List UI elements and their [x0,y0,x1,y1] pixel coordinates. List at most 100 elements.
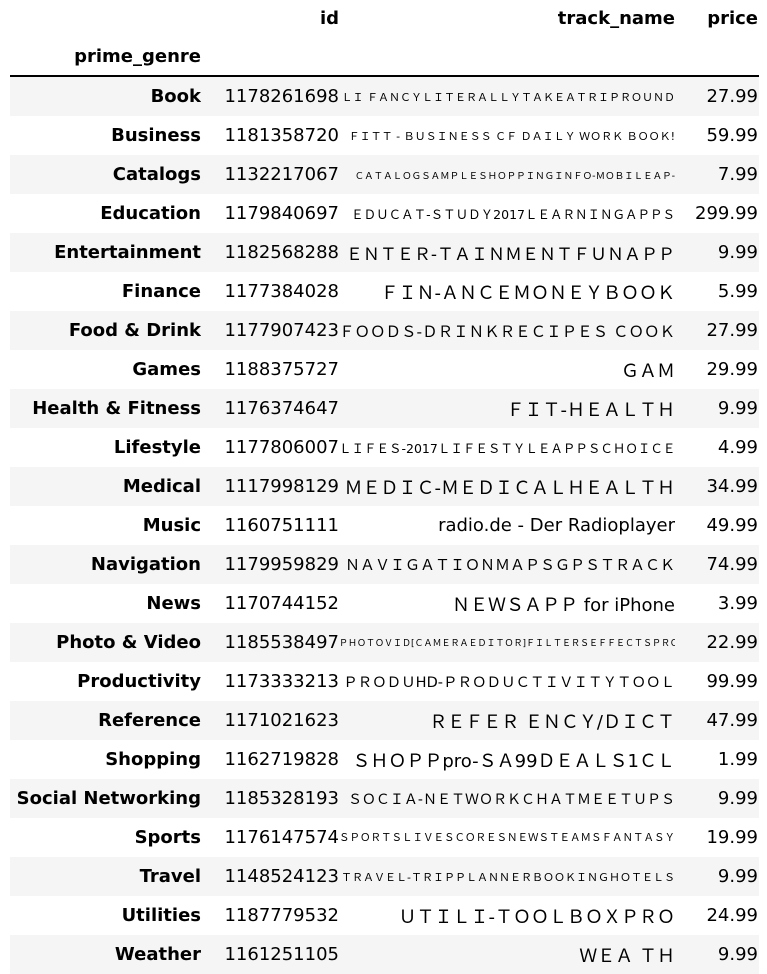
row-price: 9.99 [717,866,758,887]
table-row: Shopping 1162719828 ＳＨＯＰＰpro-ＳＡ99ＤＥＡＬＳ1ＣＬ 1… [10,740,759,779]
table-row: Photo & Video 1185538497 ＰＨＯＴＯＶＩＤ[ＣＡＭＥＲＡＥＤ… [10,623,759,662]
row-track-name: ＷＥＡ ＴＨ [579,945,675,967]
row-price: 34.99 [706,476,758,497]
table-row: News 1170744152 ＮＥＷＳＡＰＰ for iPhone 3.99 [10,584,759,623]
row-genre: Book [150,86,201,107]
row-track-name: ＰＨＯＴＯＶＩＤ[ＣＡＭＥＲＡＥＤＩＴＯＲ]ＦＩＬＴＥＲＳＥＦＦＥＣＴＳＰＲＯ [339,639,675,649]
row-id: 1177907423 [224,320,339,341]
table-row: Business 1181358720 ＦＩＴＴ - ＢＵＳＩＮＥＳＳ ＣＦ ＤＡＩ… [10,116,759,155]
row-genre: Reference [98,710,201,731]
row-track-name: ＮＡＶＩＧＡＴＩＯＮＭＡＰＳＧＰＳＴＲＡＣＫ [344,556,675,574]
row-price: 9.99 [717,398,758,419]
row-genre: News [146,593,201,614]
row-id: 1161251105 [224,944,339,965]
row-track-name: ＵＴＩＬＩ-ＴＯＯＬＢＯＸＰＲＯ [398,906,676,928]
row-price: 299.99 [695,203,758,224]
table-row: Lifestyle 1177806007 ＬＩＦＥＳ-2017ＬＩＦＥＳＴＹＬＥＡＰ… [10,428,759,467]
row-track-name: ＧＡＭ [621,360,675,382]
row-id: 1173333213 [224,671,339,692]
row-id: 1162719828 [224,749,339,770]
index-name-header: prime_genre [74,45,201,67]
row-price: 27.99 [706,320,758,341]
row-genre: Education [100,203,201,224]
table-row: Navigation 1179959829 ＮＡＶＩＧＡＴＩＯＮＭＡＰＳＧＰＳＴＲＡ… [10,545,759,584]
row-price: 24.99 [706,905,758,926]
row-genre: Food & Drink [68,320,201,341]
row-genre: Shopping [105,749,201,770]
row-genre: Finance [121,281,201,302]
row-price: 22.99 [706,632,758,653]
index-header-row: prime_genre [10,37,759,77]
column-header-row: id track_name price [10,0,759,37]
row-track-name: ＦＯＯＤＳ-ＤＲＩＮＫＲＥＣＩＰＥＳ ＣＯＯＫ [339,322,675,341]
row-genre: Business [111,125,201,146]
row-id: 1179959829 [224,554,339,575]
row-genre: Photo & Video [56,632,201,653]
table-row: Reference 1171021623 ＲＥＦＥＲ ＥＮＣＹ/ＤＩＣＴ 47.99 [10,701,759,740]
row-price: 27.99 [706,86,758,107]
row-price: 29.99 [706,359,758,380]
row-id: 1117998129 [224,476,339,497]
row-track-name: ＳＨＯＰＰpro-ＳＡ99ＤＥＡＬＳ1ＣＬ [352,750,675,772]
row-genre: Utilities [121,905,201,926]
row-id: 1188375727 [224,359,339,380]
row-price: 74.99 [706,554,758,575]
row-genre: Travel [139,866,201,887]
table-row: Health & Fitness 1176374647 ＦＩＴ-ＨＥＡＬＴＨ 9.99 [10,389,759,428]
row-price: 1.99 [717,749,758,770]
row-genre: Catalogs [112,164,201,185]
row-price: 9.99 [717,242,758,263]
row-price: 47.99 [706,710,758,731]
table-row: Productivity 1173333213 ＰＲＯＤＵHD-ＰＲＯＤＵＣＴＩＶＩ… [10,662,759,701]
row-track-name: ＦＩＮ-ＡＮＣＥＭＯＮＥＹＢＯＯＫ [380,282,676,304]
row-track-name: ＬＩ ＦＡＮＣＹＬＩＴＥＲＡＬＬＹＴＡＫＥＡＴＲＩＰＲＯＵＮＤ [341,90,676,104]
row-id: 1132217067 [224,164,339,185]
row-track-name: ＭＥＤＩＣ-ＭＥＤＩＣＡＬＨＥＡＬＴＨ [344,477,676,499]
row-genre: Lifestyle [113,437,201,458]
row-price: 3.99 [717,593,758,614]
row-track-name: ＮＥＷＳＡＰＰ for iPhone [452,594,675,616]
table-row: Food & Drink 1177907423 ＦＯＯＤＳ-ＤＲＩＮＫＲＥＣＩＰＥＳ… [10,311,759,350]
row-price: 99.99 [706,671,758,692]
table-row: Finance 1177384028 ＦＩＮ-ＡＮＣＥＭＯＮＥＹＢＯＯＫ 5.99 [10,272,759,311]
column-header-price: price [707,8,758,29]
row-track-name: ＥＮＴＥＲ-ＴＡＩＮＭＥＮＴＦＵＮＡＰＰ [345,245,675,265]
row-price: 49.99 [706,515,758,536]
row-track-name: ＳＯＣＩＡ-ＮＥＴＷＯＲＫＣＨＡＴＭＥＥＴＵＰＳ [347,791,675,808]
row-id: 1171021623 [224,710,339,731]
column-header-id: id [319,8,339,29]
table-row: Utilities 1187779532 ＵＴＩＬＩ-ＴＯＯＬＢＯＸＰＲＯ 24.99 [10,896,759,935]
row-track-name: ＦＩＴＴ - ＢＵＳＩＮＥＳＳ ＣＦ ＤＡＩＬＹ ＷＯＲＫ ＢＯＯＫ! [348,129,675,143]
row-price: 7.99 [717,164,758,185]
table-row: Weather 1161251105 ＷＥＡ ＴＨ 9.99 [10,935,759,974]
row-price: 9.99 [717,788,758,809]
row-price: 4.99 [717,437,758,458]
table-row: Catalogs 1132217067 ＣＡＴＡＬＯＧＳＡＭＰＬＥＳＨＯＰＰＩＮＧＩ… [10,155,759,194]
row-id: 1179840697 [224,203,339,224]
table-row: Travel 1148524123 ＴＲＡＶＥＬ-ＴＲＩＰＰＬＡＮＮＥＲＢＯＯＫＩＮ… [10,857,759,896]
row-id: 1178261698 [224,86,339,107]
row-genre: Productivity [77,671,201,692]
table-row: Book 1178261698 ＬＩ ＦＡＮＣＹＬＩＴＥＲＡＬＬＹＴＡＫＥＡＴＲＩＰ… [10,77,759,116]
column-header-track-name: track_name [557,8,675,29]
table-row: Sports 1176147574 ＳＰＯＲＴＳＬＩＶＥＳＣＯＲＥＳＮＥＷＳＴＥＡＭ… [10,818,759,857]
row-id: 1177806007 [224,437,339,458]
row-track-name: ＴＲＡＶＥＬ-ＴＲＩＰＰＬＡＮＮＥＲＢＯＯＫＩＮＧＨＯＴＥＬＳ [341,870,675,884]
row-genre: Navigation [90,554,201,575]
row-genre: Medical [122,476,201,497]
row-genre: Entertainment [54,242,201,263]
row-id: 1177384028 [224,281,339,302]
row-id: 1176374647 [224,398,339,419]
row-track-name: ＬＩＦＥＳ-2017ＬＩＦＥＳＴＹＬＥＡＰＰＳＣＨＯＩＣＥ [339,441,675,456]
row-track-name: ＣＡＴＡＬＯＧＳＡＭＰＬＥＳＨＯＰＰＩＮＧＩＮＦＯ-ＭＯＢＩＬＥＡＰ- [354,170,675,182]
dataframe-table: id track_name price prime_genre Book 1178… [10,0,759,974]
row-track-name: radio.de - Der Radioplayer [438,515,675,536]
table-row: Education 1179840697 ＥＤＵＣＡＴ-ＳＴＵＤＹ2017ＬＥＡＲＮ… [10,194,759,233]
table-row: Medical 1117998129 ＭＥＤＩＣ-ＭＥＤＩＣＡＬＨＥＡＬＴＨ 34.9… [10,467,759,506]
row-track-name: ＰＲＯＤＵHD-ＰＲＯＤＵＣＴＩＶＩＴＹＴＯＯＬ [343,675,675,691]
row-track-name: ＥＤＵＣＡＴ-ＳＴＵＤＹ2017ＬＥＡＲＮＩＮＧＡＰＰＳ [351,207,675,222]
row-genre: Social Networking [16,788,201,809]
row-id: 1185538497 [224,632,339,653]
row-track-name: ＳＰＯＲＴＳＬＩＶＥＳＣＯＲＥＳＮＥＷＳＴＥＡＭＳＦＡＮＴＡＳＹ [339,832,675,844]
row-track-name: ＦＩＴ-ＨＥＡＬＴＨ [506,399,676,421]
